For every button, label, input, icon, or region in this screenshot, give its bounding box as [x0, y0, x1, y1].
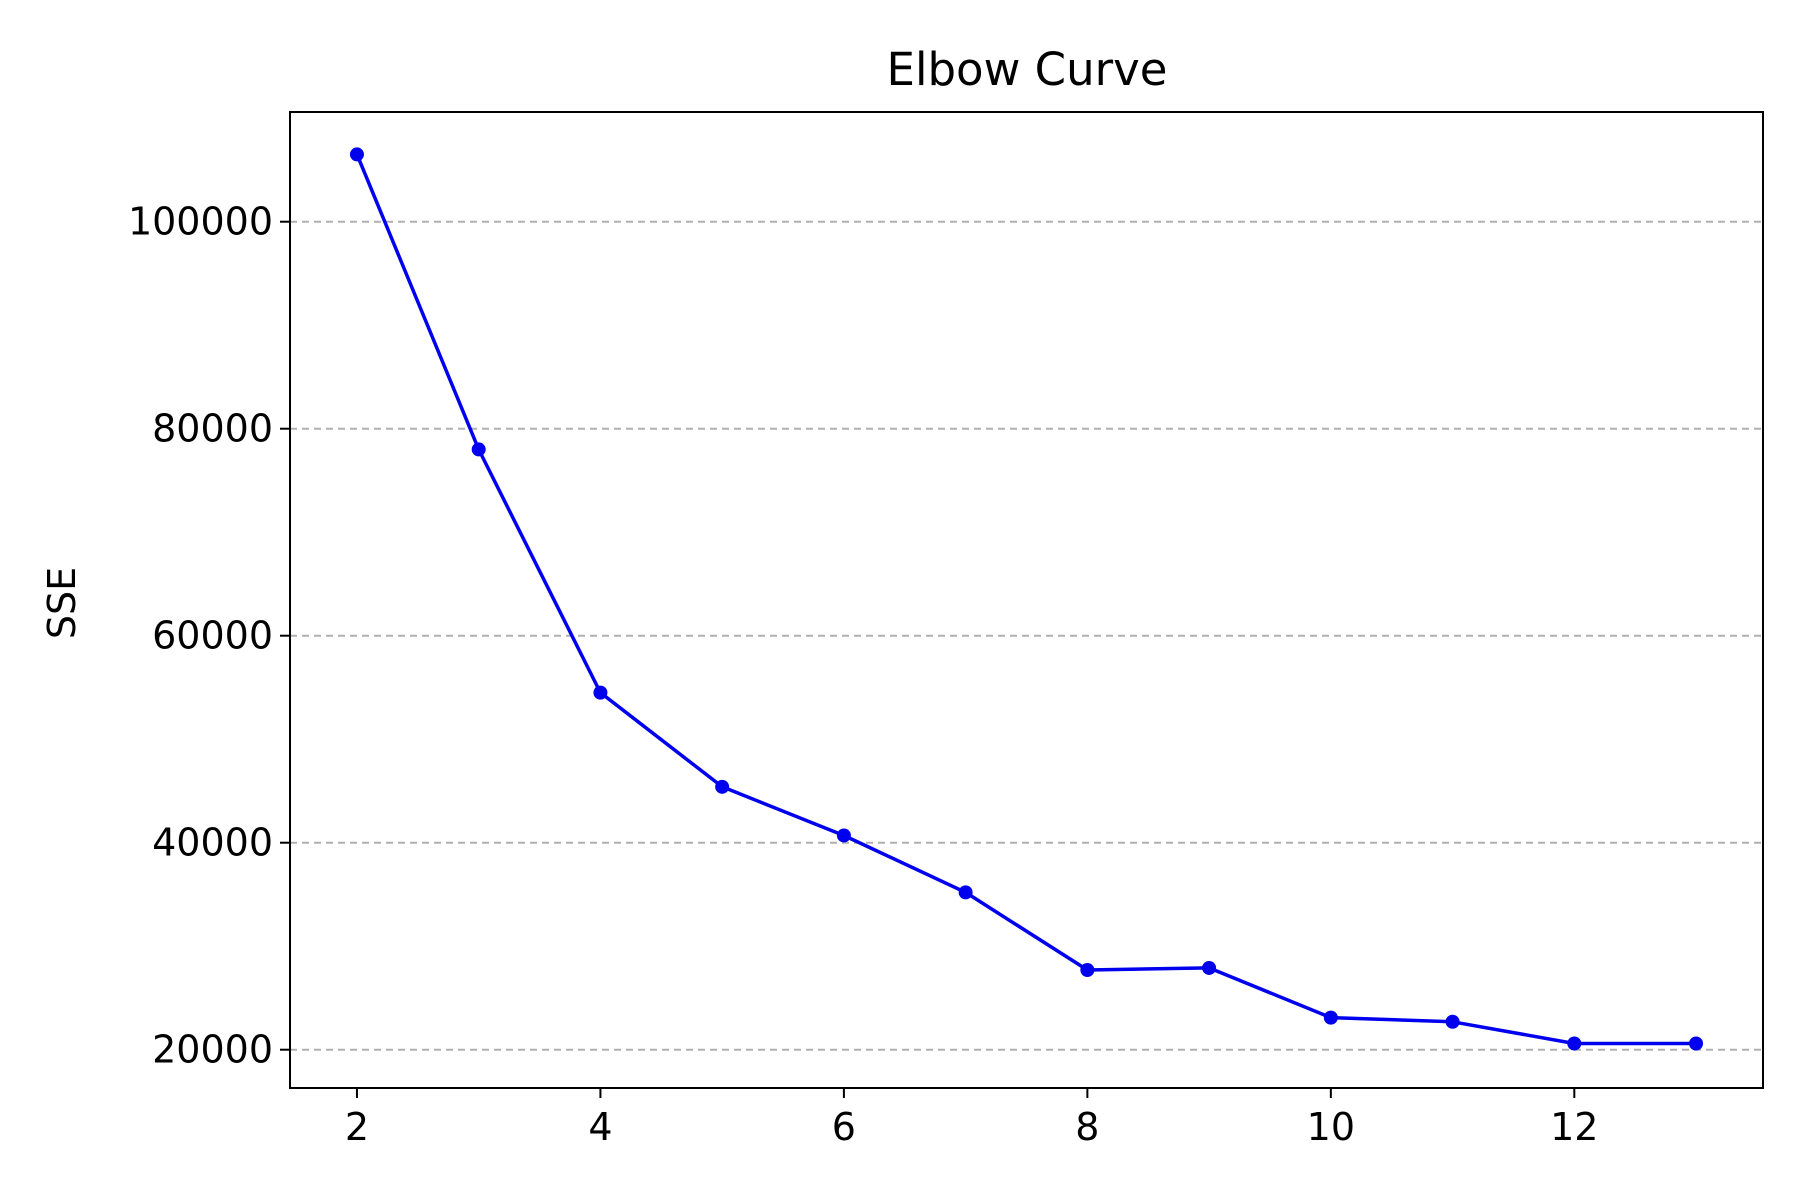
data-point [1567, 1036, 1582, 1051]
x-tick-label: 8 [1075, 1105, 1099, 1149]
data-point [715, 779, 730, 794]
data-markers [349, 147, 1704, 1051]
data-point [1202, 960, 1217, 975]
sse-series-line [355, 153, 1696, 1046]
data-point [349, 147, 364, 162]
data-point [836, 828, 851, 843]
plot-frame [289, 111, 1764, 1089]
x-tick-label: 4 [588, 1105, 612, 1149]
y-tick-label: 40000 [152, 821, 273, 865]
data-point [1689, 1036, 1704, 1051]
chart-title: Elbow Curve [887, 43, 1168, 96]
data-point [1323, 1010, 1338, 1025]
x-tick-label: 12 [1550, 1105, 1598, 1149]
data-point [1445, 1014, 1460, 1029]
x-axis-ticks: 2 4 6 8 10 12 [345, 1088, 1598, 1149]
data-point [1080, 963, 1095, 978]
data-point [958, 885, 973, 900]
y-tick-label: 80000 [152, 407, 273, 451]
grid-lines [290, 220, 1763, 1051]
y-tick-label: 60000 [152, 614, 273, 658]
x-tick-label: 2 [345, 1105, 369, 1149]
data-point [593, 685, 608, 700]
x-tick-label: 10 [1307, 1105, 1355, 1149]
y-axis-ticks: 20000 40000 60000 80000 100000 [128, 200, 290, 1072]
y-axis-label: SSE [40, 567, 84, 639]
y-tick-label: 100000 [128, 200, 273, 244]
data-point [471, 442, 486, 457]
series-line-layer [355, 153, 1696, 1046]
x-tick-label: 6 [832, 1105, 856, 1149]
y-tick-label: 20000 [152, 1028, 273, 1072]
